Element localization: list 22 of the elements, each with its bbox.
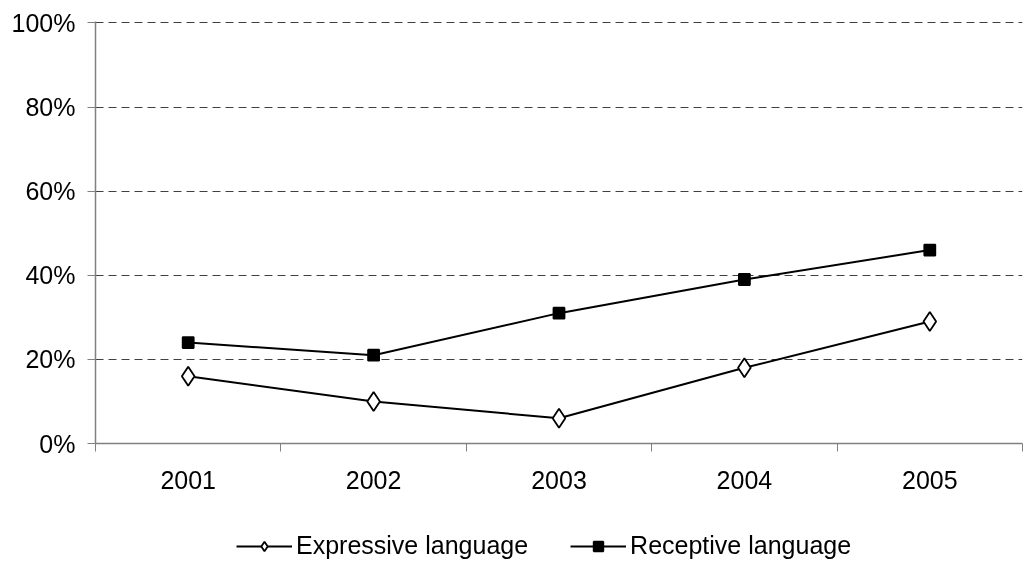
x-tick-label: 2004 [716,465,773,494]
point [738,273,751,286]
y-tick-label: 80% [25,93,76,122]
point [180,365,196,387]
legend-label: Receptive language [630,531,852,560]
y-tick-label: 100% [11,8,76,37]
legend-label: Expressive language [296,531,529,560]
x-tick-label: 2002 [345,465,402,494]
y-tick-label: 20% [25,345,76,374]
point [552,306,566,320]
point [923,243,937,257]
x-tick-label: 2003 [531,465,587,494]
point [922,311,938,332]
point [181,336,195,349]
y-tick-label: 0% [39,429,76,458]
point [367,348,380,362]
y-tick-label: 60% [25,177,76,206]
point [366,391,381,412]
y-tick-label: 40% [25,261,76,290]
x-tick-label: 2005 [901,465,958,494]
point [551,407,567,429]
x-tick-label: 2001 [160,465,217,494]
